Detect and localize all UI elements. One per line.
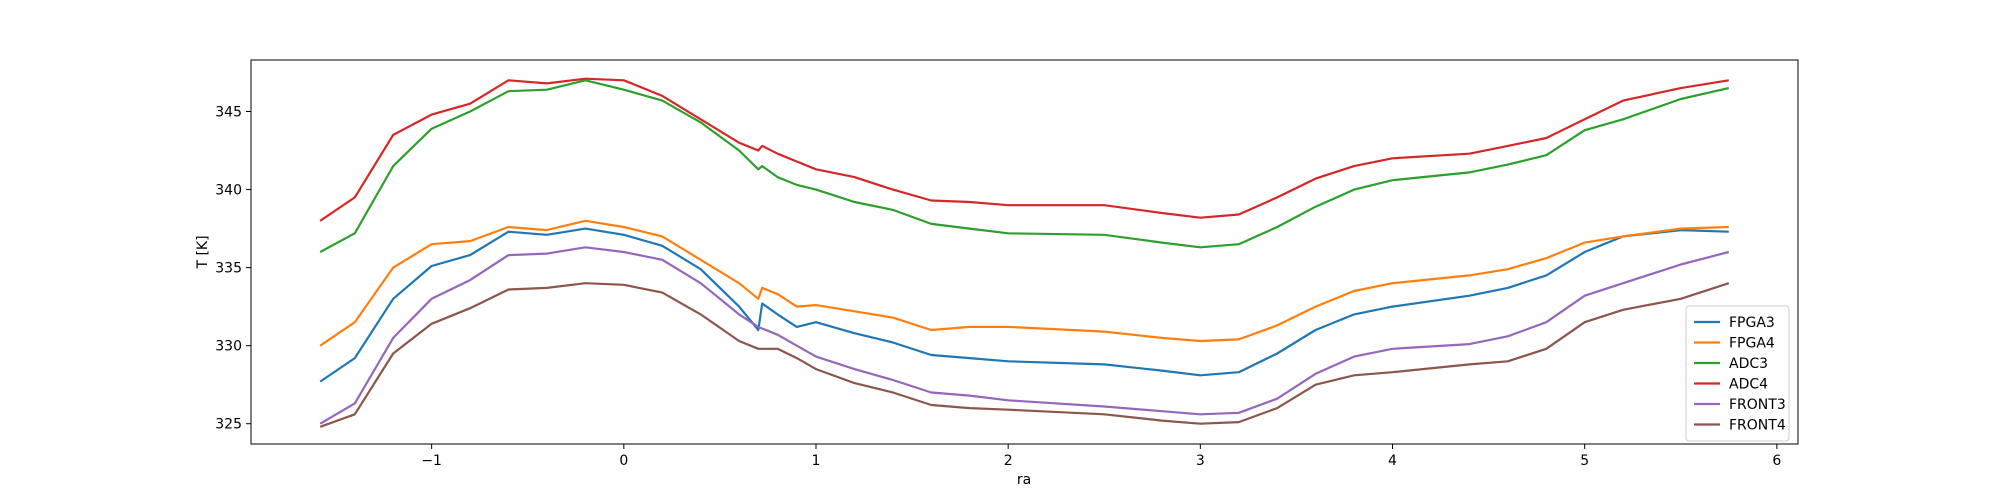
- x-tick-label: 4: [1388, 453, 1397, 469]
- x-tick-label: 3: [1196, 453, 1205, 469]
- series-line-fpga3: [319, 227, 1729, 383]
- series-line-front4: [319, 282, 1730, 428]
- legend-label: ADC4: [1729, 377, 1768, 393]
- x-tick-label: 6: [1772, 453, 1781, 469]
- y-axis: 325 330 335 340 345: [215, 105, 251, 433]
- x-axis: −1 0 1 2 3 4 5 6: [421, 444, 1781, 469]
- series-line-fpga4: [319, 219, 1729, 347]
- y-tick-label: 340: [215, 183, 242, 199]
- y-tick-label: 325: [215, 417, 242, 433]
- x-tick-label: 5: [1580, 453, 1589, 469]
- series-line-front3: [319, 246, 1730, 425]
- series-lines: [319, 77, 1730, 428]
- plot-frame: [250, 59, 1799, 445]
- series-line-adc3: [319, 79, 1730, 253]
- legend-label: FPGA4: [1729, 336, 1775, 352]
- legend-label: FPGA3: [1729, 315, 1775, 331]
- y-tick-label: 330: [215, 339, 242, 355]
- legend: FPGA3 FPGA4 ADC3 ADC4 FRONT3 FRONT4: [1685, 305, 1790, 442]
- y-tick-label: 335: [215, 261, 242, 277]
- legend-label: ADC3: [1729, 356, 1768, 372]
- y-axis-label: T [K]: [195, 235, 211, 269]
- legend-label: FRONT3: [1729, 397, 1786, 413]
- y-tick-label: 345: [215, 105, 242, 121]
- legend-box: [1685, 305, 1790, 442]
- x-tick-label: 1: [812, 453, 821, 469]
- series-line-adc4: [319, 77, 1729, 222]
- x-tick-label: 0: [619, 453, 628, 469]
- x-tick-label: −1: [421, 453, 442, 469]
- x-axis-label: ra: [1017, 472, 1031, 488]
- x-tick-label: 2: [1004, 453, 1013, 469]
- legend-label: FRONT4: [1729, 418, 1786, 434]
